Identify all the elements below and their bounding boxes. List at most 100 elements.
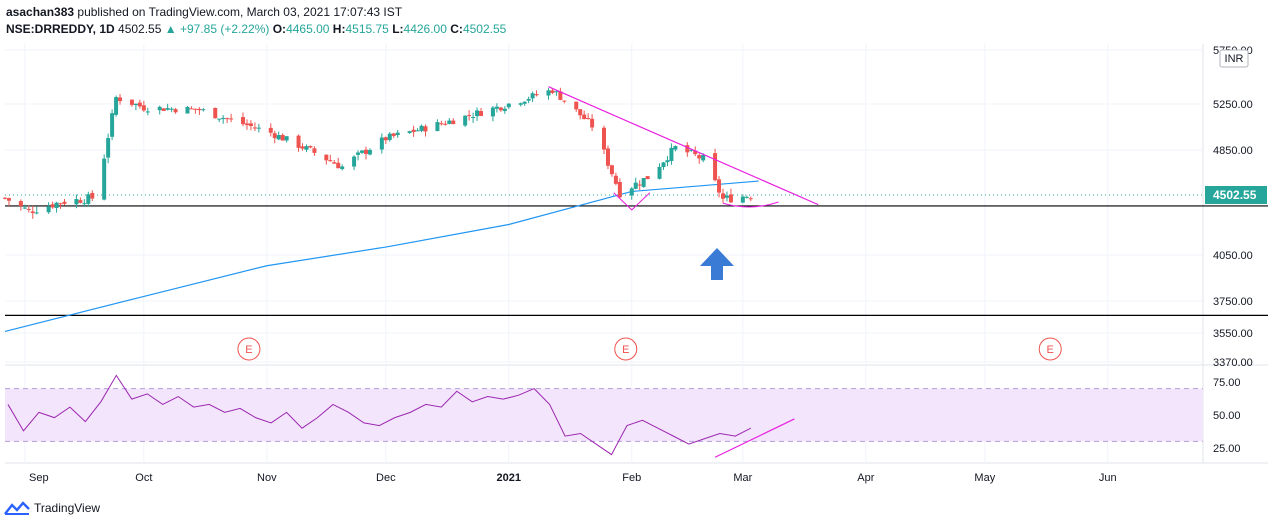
candle-body	[748, 198, 753, 200]
candle-body	[506, 103, 511, 108]
rsi-band	[5, 388, 1203, 442]
low-label: L:	[392, 22, 404, 36]
tradingview-footer[interactable]: TradingView	[4, 501, 100, 515]
candle-body	[562, 100, 567, 102]
candle-body	[526, 98, 531, 101]
candle-body	[383, 137, 388, 141]
rounded-bottom-annotation	[722, 201, 779, 208]
candle-body	[479, 111, 484, 116]
candle-body	[300, 146, 305, 149]
candle-body	[673, 146, 678, 150]
candle-body	[225, 118, 230, 120]
candle-body	[665, 160, 670, 163]
candle-body	[633, 182, 638, 189]
candle-body	[280, 134, 285, 141]
earnings-marker[interactable]: E	[237, 337, 261, 361]
candle-body	[582, 114, 587, 120]
candle-body	[3, 197, 7, 199]
candle-body	[284, 136, 289, 141]
candle-body	[637, 184, 642, 186]
candle-body	[661, 162, 666, 168]
candle-body	[173, 109, 178, 113]
up-arrow-icon	[700, 248, 734, 280]
candle-body	[701, 154, 706, 161]
candle-body	[669, 147, 674, 161]
earnings-marker[interactable]: E	[614, 337, 638, 361]
candle-body	[443, 123, 448, 125]
candle-body	[22, 207, 27, 209]
candle-body	[328, 160, 333, 162]
candle-body	[518, 103, 523, 105]
candle-body	[213, 107, 218, 119]
candle-body	[685, 145, 690, 153]
symbol-legend: NSE:DRREDDY, 1D 4502.55 ▲ +97.85 (+2.22%…	[6, 22, 506, 36]
candle-body	[534, 94, 539, 96]
last-price-tag-bg	[1205, 186, 1267, 204]
candle-body	[276, 135, 281, 140]
candle-body	[550, 90, 555, 93]
candle-body	[129, 99, 134, 105]
currency-badge-text: INR	[1225, 53, 1244, 65]
candle-body	[110, 113, 115, 137]
candle-body	[340, 166, 345, 170]
x-tick-label: 2021	[497, 472, 521, 484]
candle-body	[415, 130, 420, 132]
candle-body	[387, 133, 392, 140]
candle-body	[157, 106, 162, 111]
candle-body	[546, 90, 551, 96]
x-tick-label: Oct	[135, 472, 152, 484]
candle-body	[693, 150, 698, 155]
y-tick-label: 3550.00	[1213, 328, 1253, 340]
candle-body	[363, 149, 368, 154]
y-tick-label: 3750.00	[1213, 296, 1253, 308]
rsi-line	[7, 374, 752, 456]
last-price: 4502.55	[118, 22, 162, 36]
candle-body	[367, 149, 372, 155]
candle-body	[244, 123, 249, 126]
x-tick-label: Apr	[857, 472, 874, 484]
high-label: H:	[332, 22, 346, 36]
last-price-tag-text: 4502.55	[1213, 188, 1257, 202]
candle-body	[494, 106, 499, 109]
candle-body	[312, 148, 317, 153]
candle-body	[221, 117, 226, 120]
rsi-trendline	[714, 418, 795, 458]
candle-body	[451, 120, 456, 125]
candle-body	[605, 148, 610, 166]
candle-body	[360, 150, 365, 153]
candle-body	[352, 156, 357, 167]
candle-body	[145, 111, 150, 113]
publisher-name[interactable]: asachan383	[6, 5, 75, 19]
currency-badge[interactable]: INR	[1219, 49, 1249, 68]
candle-body	[217, 118, 222, 120]
currency-badge-bg	[1219, 49, 1249, 68]
y-tick-label: 4050.00	[1213, 250, 1253, 262]
candle-body	[141, 105, 146, 111]
y-tick-label: 4850.00	[1213, 145, 1253, 157]
candle-body	[411, 129, 416, 133]
candle-body	[502, 108, 507, 112]
candle-body	[724, 195, 729, 198]
tradingview-footer-label: TradingView	[34, 501, 101, 515]
open-value: 4465.00	[286, 22, 330, 36]
descending-trendline	[548, 86, 819, 206]
candle-body	[471, 117, 476, 119]
candle-body	[252, 127, 257, 129]
y-tick-label: 5250.00	[1213, 99, 1253, 111]
candle-body	[332, 162, 337, 164]
candle-body	[62, 201, 67, 204]
candle-body	[728, 194, 733, 203]
candle-body	[641, 178, 646, 187]
earnings-marker[interactable]: E	[1038, 337, 1062, 361]
candle-body	[30, 211, 35, 214]
candle-body	[324, 154, 329, 161]
candle-body	[558, 91, 563, 100]
candle-body	[78, 200, 83, 203]
candle-body	[197, 108, 202, 111]
x-tick-label: Mar	[733, 472, 752, 484]
symbol-name[interactable]: NSE:DRREDDY, 1D	[6, 22, 115, 36]
candle-body	[395, 132, 400, 136]
candle-body	[740, 196, 745, 203]
candle-body	[717, 179, 722, 193]
